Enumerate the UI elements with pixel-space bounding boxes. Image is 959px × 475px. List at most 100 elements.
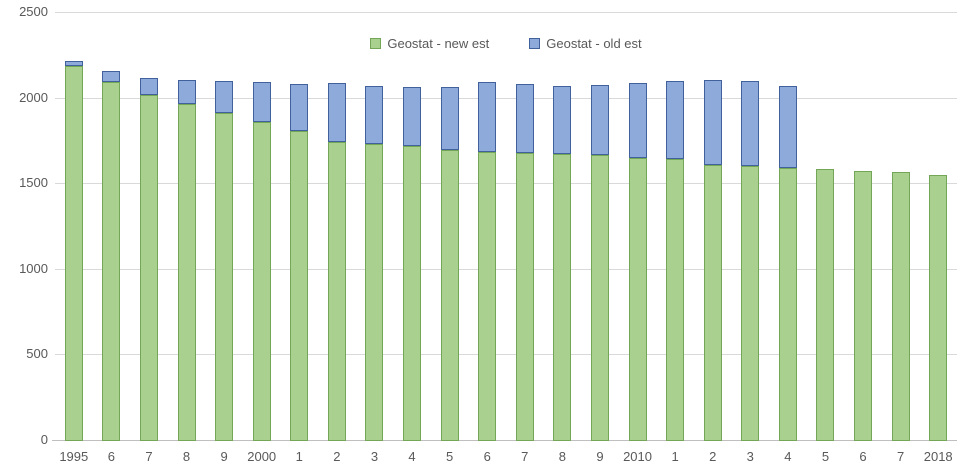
bar-group — [393, 13, 431, 441]
bar-group — [318, 13, 356, 441]
y-axis-label: 2500 — [19, 4, 48, 19]
bar-new-est — [252, 121, 271, 441]
bar-group — [55, 13, 93, 441]
x-axis-label: 9 — [220, 449, 228, 464]
bar-new-est — [365, 143, 384, 441]
bar-group — [205, 13, 243, 441]
bar-group — [732, 13, 770, 441]
bar-old-est — [403, 86, 422, 146]
x-axis-label: 2018 — [923, 449, 953, 464]
bar-old-est — [515, 84, 534, 153]
bar-new-est — [553, 154, 572, 441]
x-axis-line — [52, 440, 957, 441]
x-axis-label: 4 — [408, 449, 416, 464]
bar-group — [807, 13, 845, 441]
bar-old-est — [741, 80, 760, 167]
bar-group — [769, 13, 807, 441]
bar-group — [281, 13, 319, 441]
bar-new-est — [403, 145, 422, 441]
x-axis-label: 8 — [182, 449, 191, 464]
y-axis-label: 1500 — [19, 175, 48, 191]
bar-new-est — [64, 66, 83, 441]
gridline — [55, 97, 957, 99]
x-axis-label: 5 — [446, 449, 454, 464]
bar-old-est — [703, 79, 722, 165]
bar-group — [506, 13, 544, 441]
x-axis-label: 2010 — [623, 449, 652, 464]
gridline — [55, 268, 957, 270]
x-axis-label: 3 — [746, 449, 754, 464]
bar-group — [468, 13, 506, 441]
bar-group — [844, 13, 882, 441]
y-axis-label: 2000 — [19, 89, 48, 105]
legend-swatch-new-est-icon — [370, 37, 382, 49]
x-axis-label: 1 — [295, 449, 303, 464]
x-axis-label: 3 — [370, 449, 379, 464]
bar-group — [243, 13, 281, 441]
x-axis-label: 2 — [709, 449, 717, 464]
y-axis-label: 0 — [40, 432, 48, 447]
bar-new-est — [478, 151, 497, 441]
x-axis-label: 7 — [897, 449, 905, 464]
bar-group — [431, 13, 469, 441]
y-axis: 0 500 1000 1500 2000 2500 — [0, 4, 48, 447]
bar-old-est — [64, 60, 83, 67]
bar-new-est — [816, 168, 835, 441]
plot-area — [52, 12, 957, 441]
legend-item-new-est: Geostat - new est — [370, 36, 489, 51]
bar-old-est — [290, 84, 309, 132]
bar-new-est — [666, 159, 685, 441]
gridline — [55, 354, 957, 356]
bar-group — [130, 13, 168, 441]
bar-new-est — [139, 95, 158, 441]
x-axis-label: 5 — [821, 449, 830, 464]
bar-old-est — [252, 81, 271, 122]
x-axis-label: 6 — [483, 449, 491, 464]
bar-new-est — [215, 113, 234, 441]
legend-item-old-est: Geostat - old est — [529, 35, 642, 51]
bar-old-est — [102, 71, 121, 83]
bar-old-est — [778, 85, 797, 168]
bar-new-est — [703, 164, 722, 441]
x-axis-label: 1995 — [59, 449, 89, 464]
bar-old-est — [590, 84, 609, 156]
bar-old-est — [215, 80, 234, 114]
bar-group — [93, 13, 131, 441]
bar-new-est — [102, 82, 121, 441]
x-axis-label: 6 — [107, 449, 115, 464]
x-axis-label: 8 — [558, 449, 566, 464]
gridline — [55, 183, 957, 185]
bar-group — [168, 13, 206, 441]
bar-new-est — [327, 142, 346, 441]
bar-group — [656, 13, 694, 441]
bar-group — [694, 13, 732, 441]
bar-new-est — [929, 174, 948, 441]
bar-old-est — [327, 83, 346, 143]
bar-group — [919, 13, 957, 441]
bar-group — [581, 13, 619, 441]
bar-new-est — [515, 152, 534, 441]
gridline — [55, 12, 957, 13]
bar-new-est — [854, 171, 873, 441]
x-axis-label: 7 — [521, 449, 529, 464]
bar-old-est — [440, 87, 459, 150]
bar-old-est — [666, 80, 685, 160]
x-axis-label: 2 — [333, 449, 341, 464]
bar-new-est — [741, 166, 760, 441]
bar-old-est — [628, 83, 647, 158]
y-axis-label: 1000 — [19, 260, 48, 276]
legend-label-new-est: Geostat - new est — [387, 35, 490, 51]
x-axis: 1995 6 7 8 9 2000 1 2 3 4 5 6 7 8 9 2010 1 2 3 4 5 6 7 2018 — [55, 449, 957, 467]
bar-group — [356, 13, 394, 441]
x-axis-label: 2000 — [247, 449, 277, 464]
legend-label-old-est: Geostat - old est — [546, 35, 642, 51]
x-axis-label: 9 — [596, 449, 604, 464]
bar-group — [544, 13, 582, 441]
bar-new-est — [177, 103, 196, 441]
bar-old-est — [177, 79, 196, 104]
bar-old-est — [365, 85, 384, 144]
bar-old-est — [139, 78, 158, 96]
bar-new-est — [891, 172, 910, 441]
legend-swatch-old-est-icon — [529, 37, 541, 49]
x-axis-label: 7 — [145, 449, 153, 464]
